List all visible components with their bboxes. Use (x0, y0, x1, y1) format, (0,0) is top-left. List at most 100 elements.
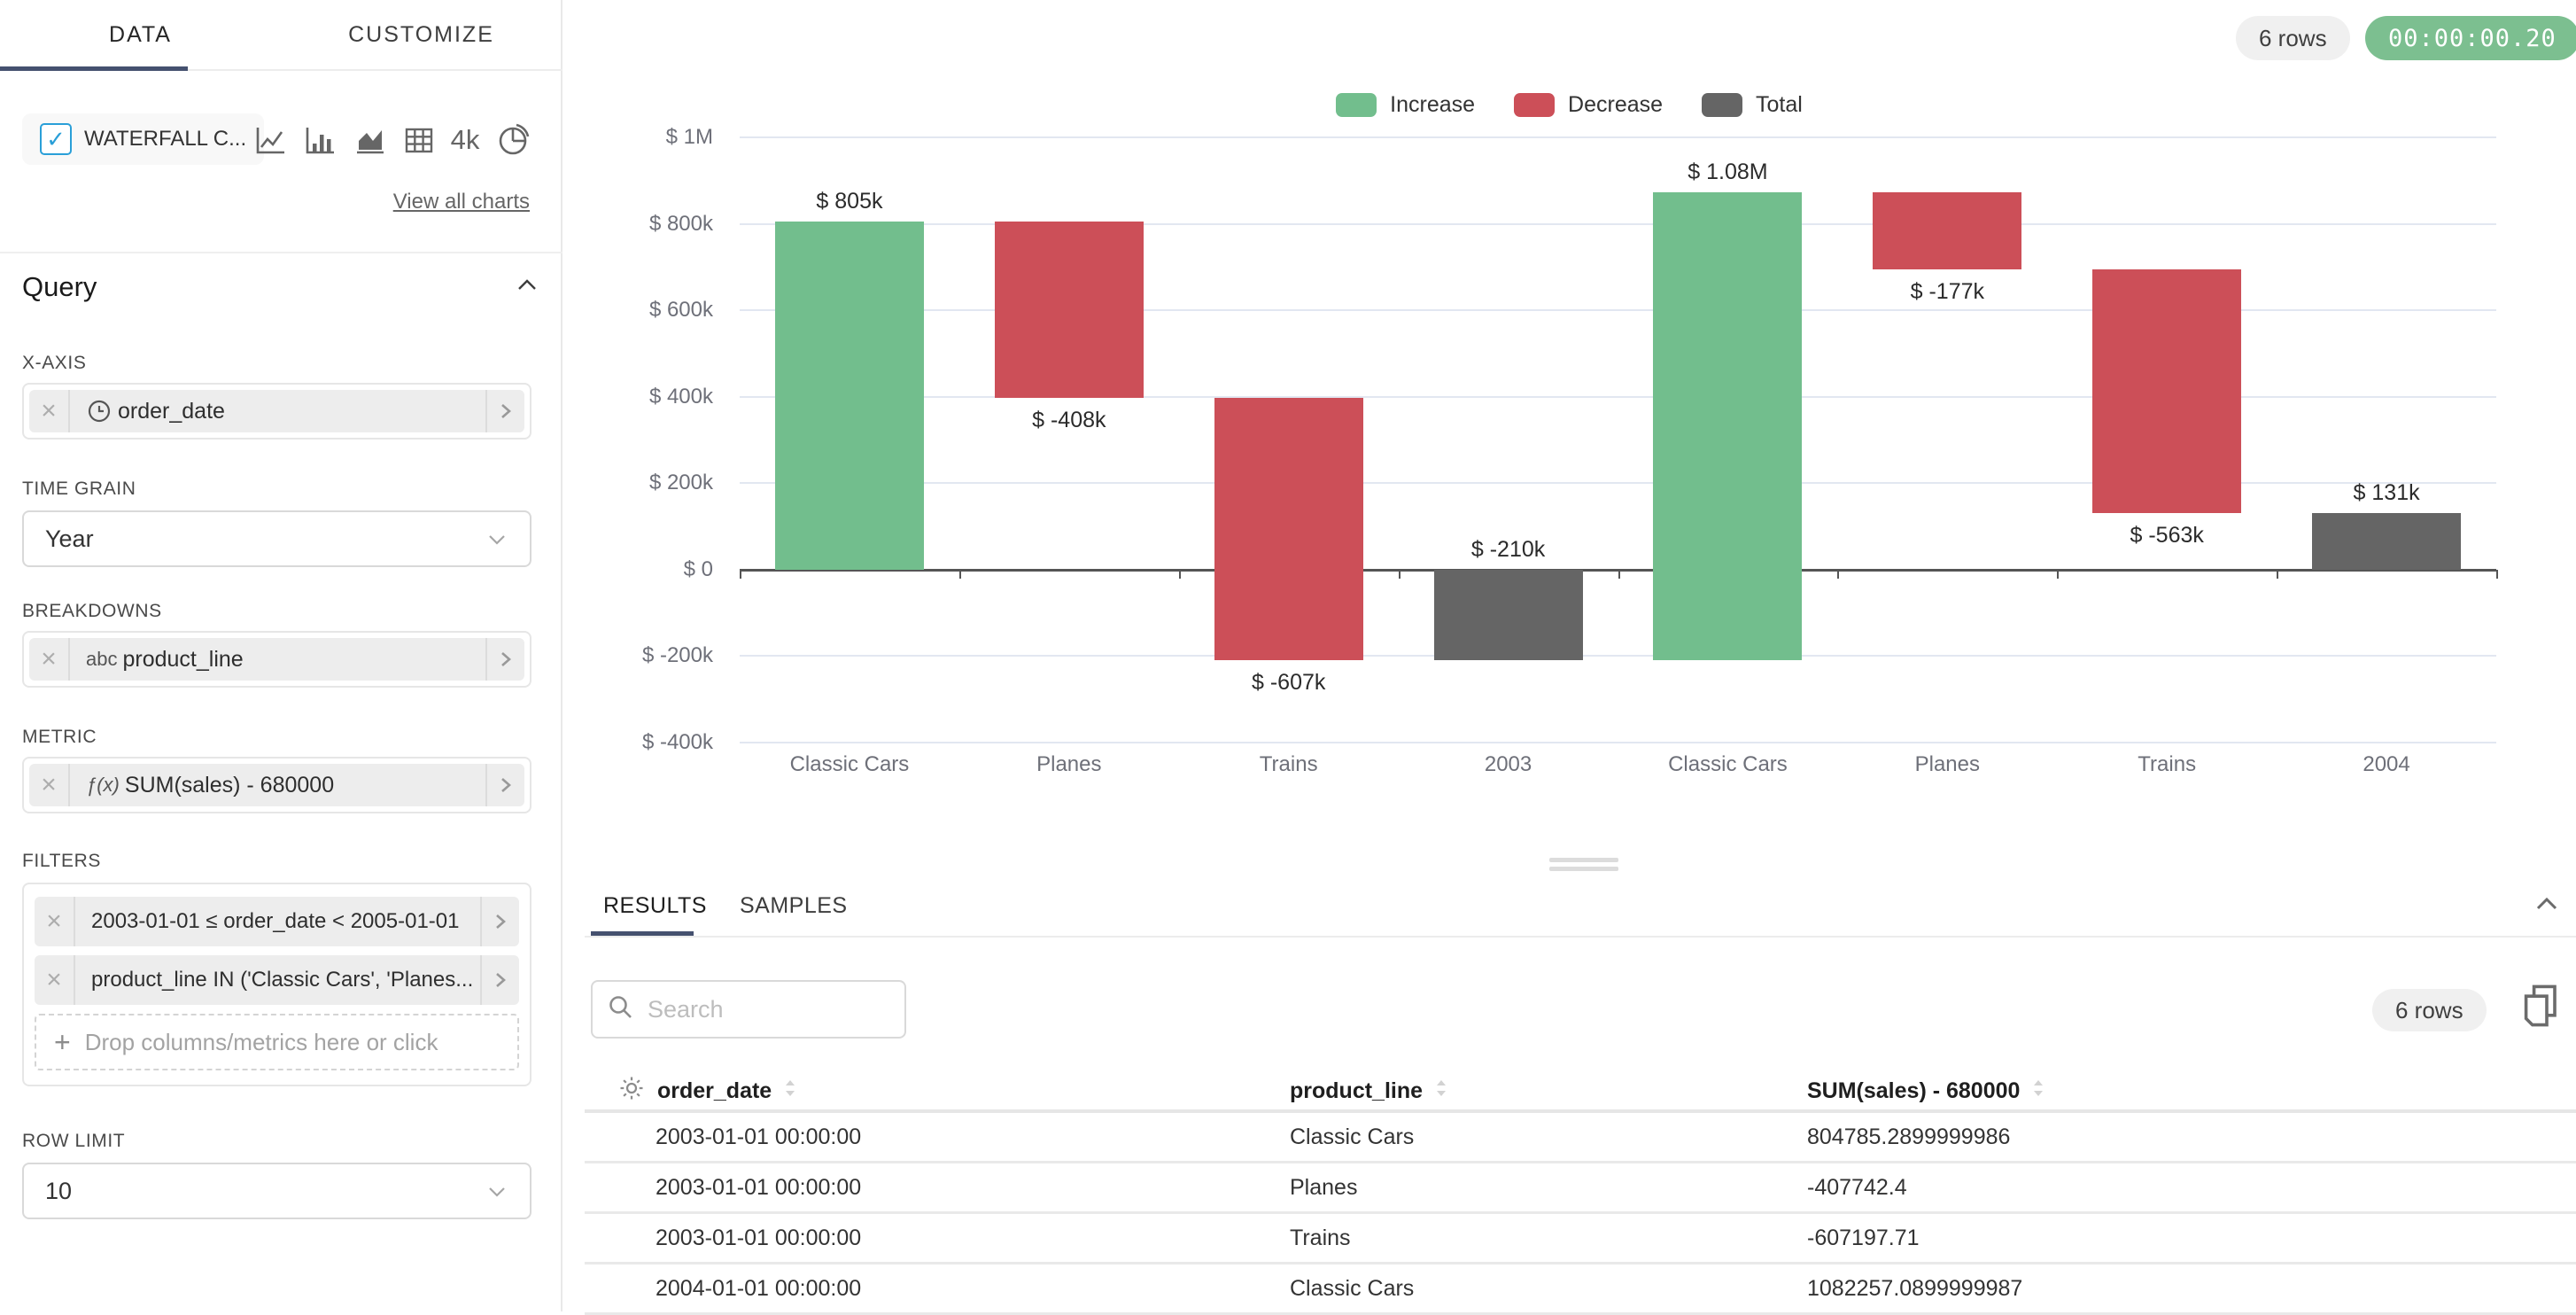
breakdowns-control: × abc product_line (22, 631, 531, 688)
legend-item[interactable]: Increase (1336, 92, 1475, 118)
filter-pill[interactable]: × product_line IN ('Classic Cars', 'Plane… (35, 955, 519, 1005)
metric-expand-icon[interactable] (485, 764, 524, 806)
bar-value-label: $ 805k (816, 189, 883, 214)
filter-value: product_line IN ('Classic Cars', 'Planes… (91, 968, 474, 992)
chart-legend: Increase Decrease Total (563, 92, 2576, 118)
row-limit-select[interactable]: 10 (22, 1163, 531, 1219)
x-axis-category-label: Planes (1914, 752, 1980, 776)
waterfall-bar[interactable] (2312, 512, 2462, 570)
time-grain-value: Year (45, 525, 94, 552)
tab-results[interactable]: RESULTS (603, 893, 707, 918)
filter-expand-icon[interactable] (480, 955, 519, 1005)
tab-data[interactable]: DATA (0, 0, 281, 69)
table-chart-icon[interactable] (400, 122, 438, 158)
column-header-metric[interactable]: SUM(sales) - 680000 (1807, 1078, 2576, 1105)
bar-value-label: $ 1.08M (1688, 160, 1768, 185)
table-row[interactable]: 2003-01-01 00:00:00 Classic Cars 804785.28… (585, 1113, 2576, 1163)
table-row[interactable]: 2003-01-01 00:00:00 Planes -407742.4 (585, 1163, 2576, 1214)
line-chart-icon[interactable] (251, 122, 290, 158)
waterfall-bar[interactable] (1873, 192, 2022, 269)
search-icon (607, 993, 635, 1026)
legend-item[interactable]: Total (1702, 92, 1803, 118)
remove-filter-icon[interactable]: × (35, 897, 75, 946)
x-axis-category-label: 2003 (1484, 752, 1532, 776)
chevron-down-icon (485, 525, 508, 553)
table-cell: Trains (1290, 1225, 1351, 1250)
panel-resize-handle[interactable] (1549, 858, 1618, 875)
table-cell: 1082257.0899999987 (1807, 1275, 2023, 1301)
sort-icon[interactable] (784, 1078, 796, 1105)
filter-pill[interactable]: × 2003-01-01 ≤ order_date < 2005-01-01 (35, 897, 519, 946)
legend-swatch (1336, 93, 1377, 117)
remove-x-axis-icon[interactable]: × (29, 390, 70, 432)
4k-chart-icon[interactable]: 4k (450, 124, 480, 155)
area-chart-icon[interactable] (350, 122, 389, 158)
x-axis-expand-icon[interactable] (485, 390, 524, 432)
remove-breakdown-icon[interactable]: × (29, 638, 70, 681)
waterfall-chart: $ 1M $ 800k $ 600k $ 400k $ 200k $ 0 $ -200k $ … (641, 125, 2498, 776)
waterfall-bar[interactable] (1653, 192, 1803, 661)
gridline (740, 655, 2496, 658)
active-tab-indicator (0, 66, 188, 71)
y-axis-tick-label: $ 800k (648, 211, 713, 236)
table-header-rule (585, 1109, 2576, 1113)
selected-viz-type-chip[interactable]: ✓ WATERFALL C... (22, 113, 265, 165)
x-axis-tick (1178, 569, 1181, 579)
search-input[interactable] (648, 995, 860, 1023)
legend-item[interactable]: Decrease (1514, 92, 1663, 118)
waterfall-bar[interactable] (774, 222, 924, 570)
sort-icon[interactable] (2032, 1078, 2045, 1105)
gear-icon[interactable] (618, 1075, 645, 1108)
results-table-body: 2003-01-01 00:00:00 Classic Cars 804785.28… (585, 1113, 2576, 1315)
y-axis-tick-label: $ -200k (641, 643, 713, 668)
pie-chart-icon[interactable] (493, 122, 532, 158)
x-axis-category-label: 2004 (2363, 752, 2410, 776)
gridline (740, 222, 2496, 225)
x-axis-category-label: Classic Cars (789, 752, 910, 776)
filter-expand-icon[interactable] (480, 897, 519, 946)
waterfall-bar[interactable] (994, 222, 1144, 399)
time-grain-select[interactable]: Year (22, 510, 531, 567)
filter-value: 2003-01-01 ≤ order_date < 2005-01-01 (91, 909, 460, 933)
legend-label: Increase (1390, 92, 1476, 117)
waterfall-bar[interactable] (2092, 268, 2242, 513)
gridline (740, 395, 2496, 398)
breakdowns-expand-icon[interactable] (485, 638, 524, 681)
gridline (740, 482, 2496, 485)
filters-drop-zone[interactable]: + Drop columns/metrics here or click (35, 1014, 519, 1070)
chevron-down-icon (485, 1178, 508, 1205)
sort-icon[interactable] (1435, 1078, 1447, 1105)
table-row[interactable]: 2004-01-01 00:00:00 Classic Cars 1082257.0… (585, 1264, 2576, 1315)
breakdowns-pill[interactable]: × abc product_line (29, 638, 524, 681)
tab-data-label: DATA (109, 21, 172, 47)
x-axis-pill[interactable]: × order_date (29, 390, 524, 432)
collapse-query-icon[interactable] (514, 276, 540, 299)
tab-customize[interactable]: CUSTOMIZE (281, 0, 562, 69)
remove-metric-icon[interactable]: × (29, 764, 70, 806)
bar-chart-icon[interactable] (300, 122, 339, 158)
x-axis-tick (1398, 569, 1401, 579)
table-cell: Classic Cars (1290, 1275, 1415, 1301)
bar-value-label: $ -607k (1251, 670, 1326, 696)
copy-icon[interactable] (2518, 982, 2560, 1032)
remove-filter-icon[interactable]: × (35, 955, 75, 1005)
table-row[interactable]: 2003-01-01 00:00:00 Trains -607197.71 (585, 1214, 2576, 1264)
waterfall-bar[interactable] (1214, 398, 1363, 661)
column-header-product-line[interactable]: product_line (1290, 1078, 1807, 1105)
results-active-tab-indicator (591, 931, 694, 936)
metric-pill[interactable]: × ƒ(x) SUM(sales) - 680000 (29, 764, 524, 806)
selected-viz-type-label: WATERFALL C... (84, 127, 247, 151)
query-section-title: Query (22, 271, 97, 302)
tab-samples[interactable]: SAMPLES (740, 893, 848, 918)
results-table-header: order_date product_line SUM(sales) - 680… (585, 1069, 2576, 1113)
x-axis-value: order_date (118, 398, 225, 424)
y-axis-tick-label: $ -400k (641, 730, 713, 754)
view-all-charts-link[interactable]: View all charts (392, 190, 530, 214)
x-axis-tick (2057, 569, 2060, 579)
column-header-order-date[interactable]: order_date (585, 1075, 1290, 1108)
x-axis-control: × order_date (22, 383, 531, 440)
table-cell: 2004-01-01 00:00:00 (656, 1275, 862, 1301)
waterfall-bar[interactable] (1433, 569, 1583, 661)
collapse-results-icon[interactable] (2532, 893, 2562, 919)
legend-swatch (1702, 93, 1743, 117)
